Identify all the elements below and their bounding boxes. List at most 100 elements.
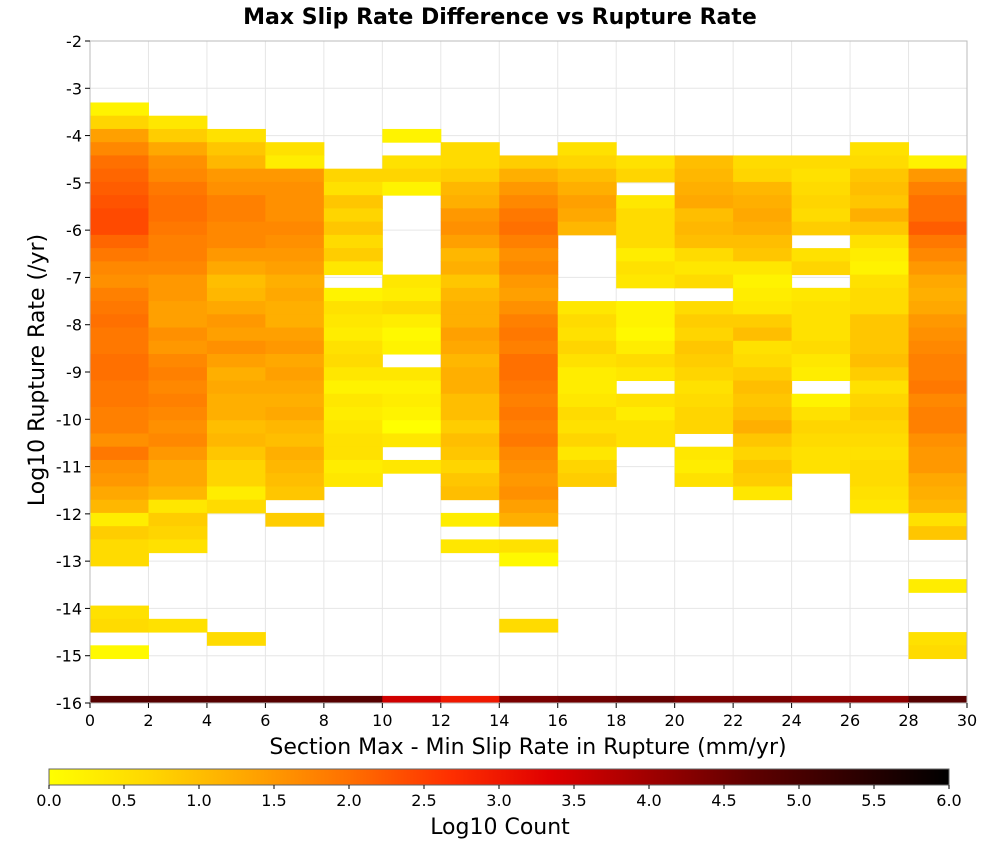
- heatmap-cell: [90, 195, 149, 209]
- heatmap-cell: [733, 473, 793, 487]
- heatmap-cell: [733, 261, 793, 276]
- heatmap-cell: [499, 181, 559, 196]
- heatmap-cell: [148, 618, 208, 633]
- heatmap-cell: [791, 354, 851, 368]
- heatmap-cell: [616, 314, 676, 329]
- heatmap-cell: [850, 248, 910, 262]
- heatmap-cell: [265, 486, 325, 501]
- heatmap-cell: [323, 420, 383, 434]
- heatmap-cell: [733, 380, 793, 395]
- colorbar-tick-label: 0.5: [111, 791, 136, 810]
- heatmap-cell: [908, 499, 968, 514]
- y-tick-label: -12: [56, 505, 82, 524]
- heatmap-cell: [440, 181, 500, 196]
- heatmap-cell: [206, 301, 266, 315]
- heatmap-cell: [148, 181, 208, 196]
- heatmap-cell: [90, 446, 149, 461]
- heatmap-cell: [265, 274, 325, 289]
- heatmap-cell: [323, 287, 383, 302]
- heatmap-cell: [206, 459, 266, 474]
- heatmap-cell: [382, 380, 442, 395]
- heatmap-cell: [265, 459, 325, 474]
- heatmap-cell: [791, 195, 851, 209]
- heatmap-cell: [850, 433, 910, 448]
- heatmap-cell: [323, 406, 383, 421]
- heatmap-cell: [323, 446, 383, 461]
- colorbar: [48, 768, 950, 786]
- heatmap-cell: [616, 433, 676, 448]
- heatmap-cell: [791, 340, 851, 355]
- heatmap-cell: [908, 526, 968, 540]
- heatmap-cell: [440, 406, 500, 421]
- heatmap-cell: [908, 340, 968, 355]
- heatmap-cell: [850, 261, 910, 276]
- heatmap-cell: [733, 155, 793, 170]
- heatmap-cell: [90, 274, 149, 289]
- heatmap-cell: [90, 473, 149, 487]
- heatmap-cell: [148, 261, 208, 276]
- heatmap-cell-bottom: [674, 695, 734, 703]
- heatmap-cell: [616, 367, 676, 382]
- heatmap-cell: [557, 181, 617, 196]
- heatmap-cell: [557, 301, 617, 315]
- heatmap-cell: [206, 393, 266, 408]
- heatmap-cell: [90, 512, 149, 527]
- heatmap-cell: [908, 433, 968, 448]
- x-axis-ticks: 0 2 4 6 8 10 12 14 16 18 20 22 24 26 28 30: [85, 703, 977, 730]
- heatmap-cell: [674, 195, 734, 209]
- heatmap-cell: [499, 552, 559, 567]
- heatmap-cell: [206, 221, 266, 236]
- heatmap-cell: [148, 287, 208, 302]
- heatmap-cell: [850, 314, 910, 329]
- heatmap-cell: [440, 340, 500, 355]
- heatmap-cell: [850, 420, 910, 434]
- heatmap-cell-bottom: [791, 695, 851, 703]
- heatmap-cell: [265, 406, 325, 421]
- heatmap-cell: [382, 168, 442, 183]
- heatmap-cell: [733, 181, 793, 196]
- heatmap-cell: [206, 433, 266, 448]
- heatmap-cell: [90, 526, 149, 540]
- heatmap-cell: [674, 274, 734, 289]
- colorbar-tick-label: 3.5: [561, 791, 586, 810]
- x-tick-label: 30: [957, 711, 977, 730]
- heatmap-cell: [148, 248, 208, 262]
- heatmap-cell: [148, 473, 208, 487]
- heatmap-cell: [733, 367, 793, 382]
- heatmap-cell: [733, 459, 793, 474]
- heatmap-cell: [148, 499, 208, 514]
- heatmap-cell: [733, 433, 793, 448]
- heatmap-cell: [206, 287, 266, 302]
- heatmap-cell: [733, 446, 793, 461]
- heatmap-cell: [90, 393, 149, 408]
- heatmap-cell: [265, 301, 325, 315]
- heatmap-cell: [382, 433, 442, 448]
- heatmap-cell: [791, 208, 851, 223]
- heatmap-cell: [850, 301, 910, 315]
- heatmap-cell: [616, 340, 676, 355]
- heatmap-cell: [674, 261, 734, 276]
- heatmap-cell: [440, 539, 500, 554]
- heatmap-cell: [440, 314, 500, 329]
- heatmap-cell: [791, 459, 851, 474]
- heatmap-cell: [382, 314, 442, 329]
- colorbar-ticks: 0.0 0.5 1.0 1.5 2.0 2.5 3.0 3.5 4.0 4.5 5.0 5.5 6.0: [36, 785, 962, 810]
- heatmap-cell: [382, 459, 442, 474]
- heatmap-cell: [206, 380, 266, 395]
- heatmap-cell: [148, 115, 208, 130]
- heatmap-cell-bottom: [850, 695, 910, 703]
- heatmap-cell: [557, 433, 617, 448]
- heatmap-cell: [791, 181, 851, 196]
- heatmap-cell: [323, 473, 383, 487]
- heatmap-cell: [148, 406, 208, 421]
- colorbar-tick-label: 1.0: [186, 791, 211, 810]
- heatmap-cell: [674, 420, 734, 434]
- heatmap-cell: [557, 459, 617, 474]
- heatmap-cell: [733, 314, 793, 329]
- heatmap-cell: [850, 473, 910, 487]
- heatmap-cell: [557, 155, 617, 170]
- y-tick-label: -3: [66, 79, 82, 98]
- heatmap-cell: [148, 234, 208, 249]
- heatmap-cell: [323, 221, 383, 236]
